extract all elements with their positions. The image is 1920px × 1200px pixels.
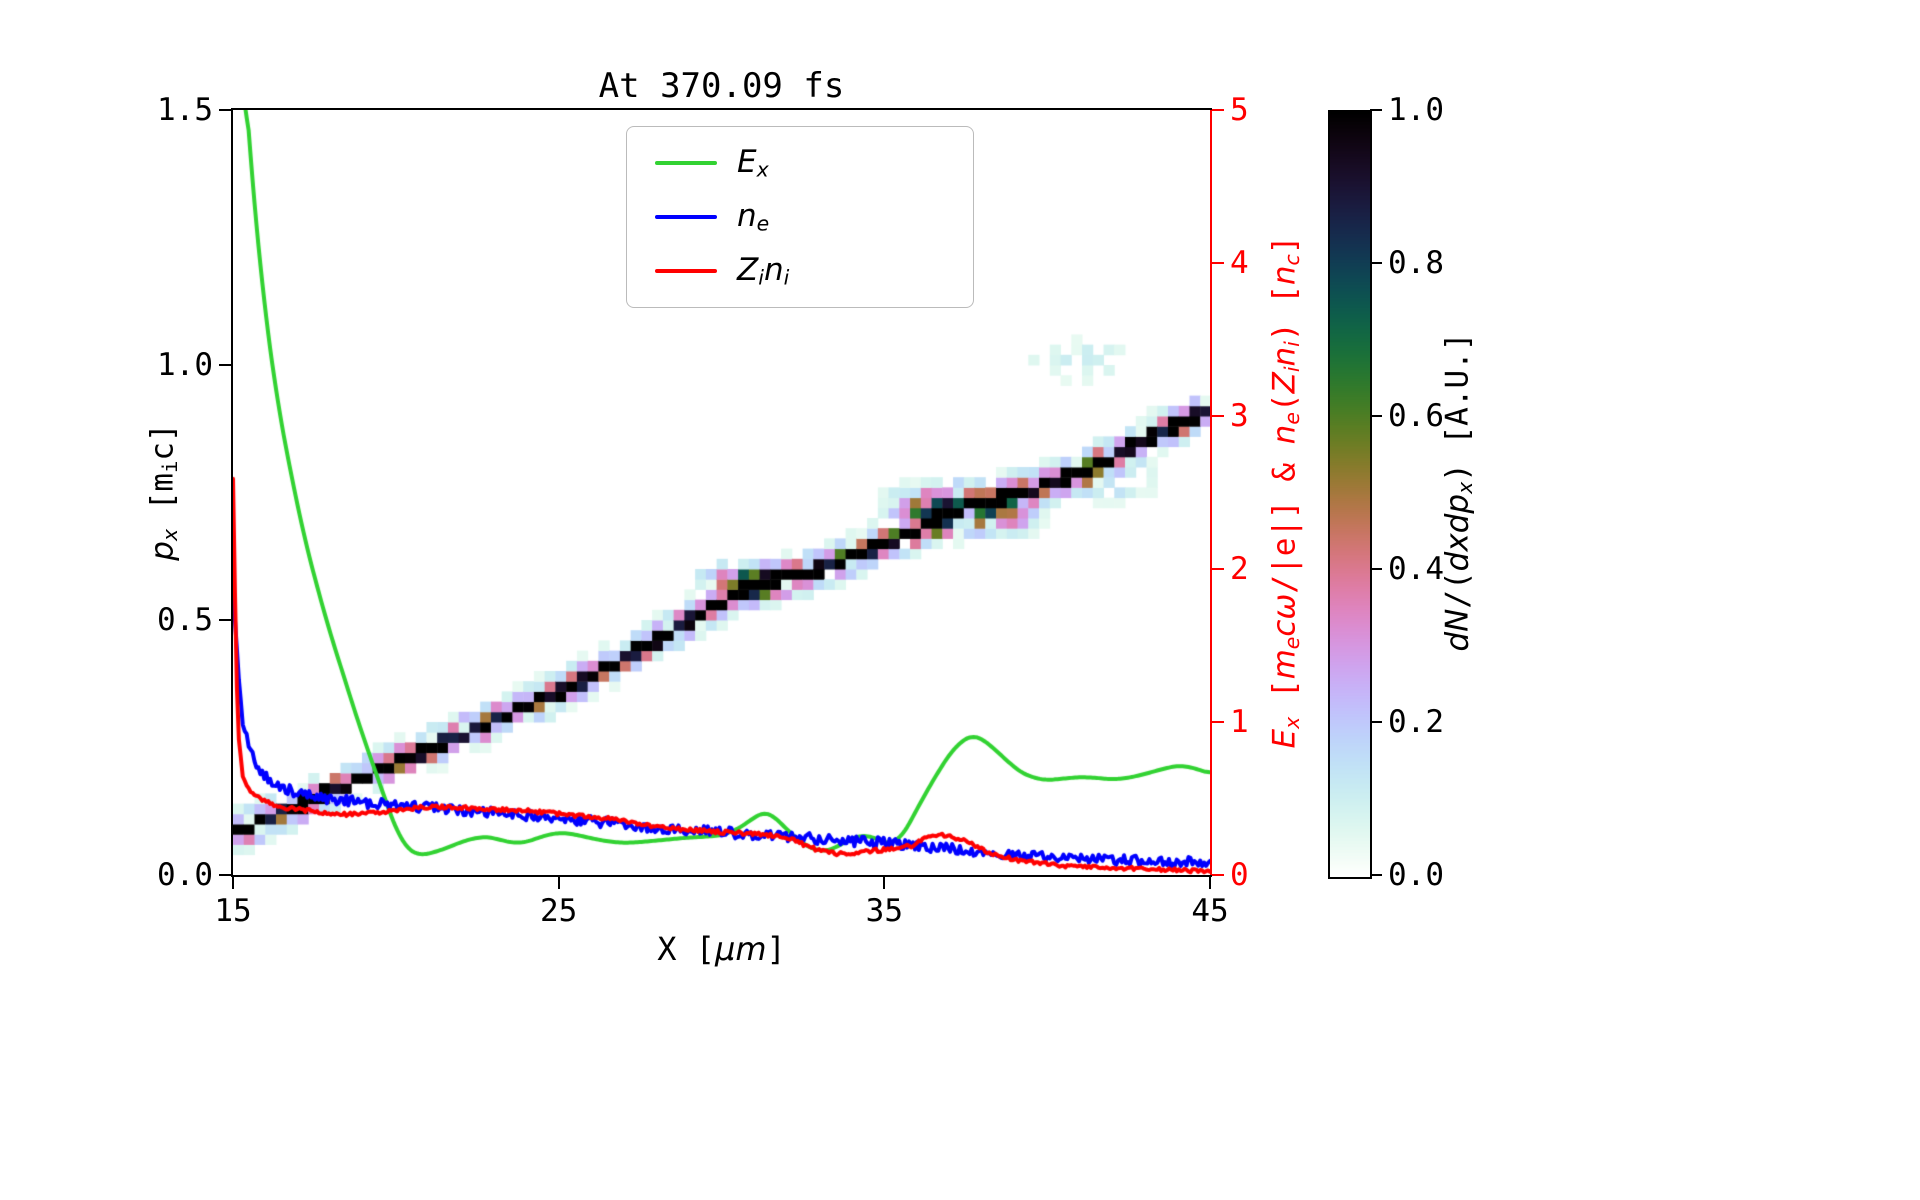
x-tick-mark [883,877,886,889]
colorbar-tick-label: 0.4 [1388,551,1444,587]
colorbar-tick-mark [1370,415,1382,417]
x-tick-label: 45 [1191,893,1229,929]
legend-label-zini: Zini [737,252,790,290]
colorbar-tick-label: 0.8 [1388,245,1444,281]
x-tick-mark [232,877,234,889]
y-right-tick-mark [1212,568,1224,570]
ne-line-swatch [655,214,717,220]
top-spine [231,108,1212,110]
y-right-tick-label: 3 [1230,398,1249,434]
bottom-spine [231,875,1212,877]
plot-title: At 370.09 fs [598,66,845,106]
legend-item-ex: Ex [655,143,945,183]
y-left-tick-mark [219,874,231,876]
legend-item-ne: ne [655,197,945,237]
y-right-tick-mark [1212,721,1224,723]
y-right-axis-label: Ex [mecω/|e|] & ne(Zini) [nc] [1266,235,1304,749]
y-left-tick-label: 0.5 [157,602,213,638]
ex-line-swatch [655,160,717,166]
right-spine [1210,110,1212,875]
left-spine [231,110,233,875]
x-tick-label: 15 [214,893,252,929]
y-left-tick-mark [219,109,231,111]
colorbar-tick-mark [1370,721,1382,723]
y-right-tick-label: 0 [1230,857,1249,893]
y-left-tick-label: 1.0 [157,347,213,383]
y-left-tick-mark [219,619,231,621]
y-right-tick-mark [1212,109,1224,111]
y-right-tick-mark [1212,415,1224,417]
colorbar-tick-mark [1370,568,1382,570]
y-right-tick-label: 1 [1230,704,1249,740]
colorbar-tick-label: 0.0 [1388,857,1444,893]
colorbar [1328,110,1372,879]
y-right-tick-label: 4 [1230,245,1249,281]
x-axis-label: X [μm] [657,930,786,968]
x-tick-mark [1209,877,1211,889]
y-left-axis-label: px [mic] [144,423,182,561]
y-right-tick-label: 2 [1230,551,1249,587]
legend-label-ex: Ex [737,144,769,182]
y-left-tick-mark [219,364,231,366]
x-tick-mark [557,877,560,889]
legend-item-zini: Zini [655,251,945,291]
colorbar-tick-label: 0.6 [1388,398,1444,434]
y-right-tick-mark [1212,262,1224,264]
y-right-tick-label: 5 [1230,92,1249,128]
plot-area: Ex ne Zini [233,110,1210,875]
y-right-tick-mark [1212,874,1224,876]
zini-line-swatch [655,268,717,274]
y-left-tick-label: 1.5 [157,92,213,128]
legend: Ex ne Zini [626,126,974,308]
x-tick-label: 35 [865,893,903,929]
colorbar-label: dN/(dxdpx) [A.U.] [1439,332,1477,652]
colorbar-tick-mark [1370,109,1382,111]
colorbar-tick-label: 1.0 [1388,92,1444,128]
legend-label-ne: ne [737,198,770,236]
colorbar-tick-label: 0.2 [1388,704,1444,740]
colorbar-tick-mark [1370,262,1382,264]
colorbar-gradient-canvas [1330,112,1370,877]
colorbar-tick-mark [1370,874,1382,876]
x-tick-label: 25 [539,893,578,929]
y-left-tick-label: 0.0 [157,857,213,893]
